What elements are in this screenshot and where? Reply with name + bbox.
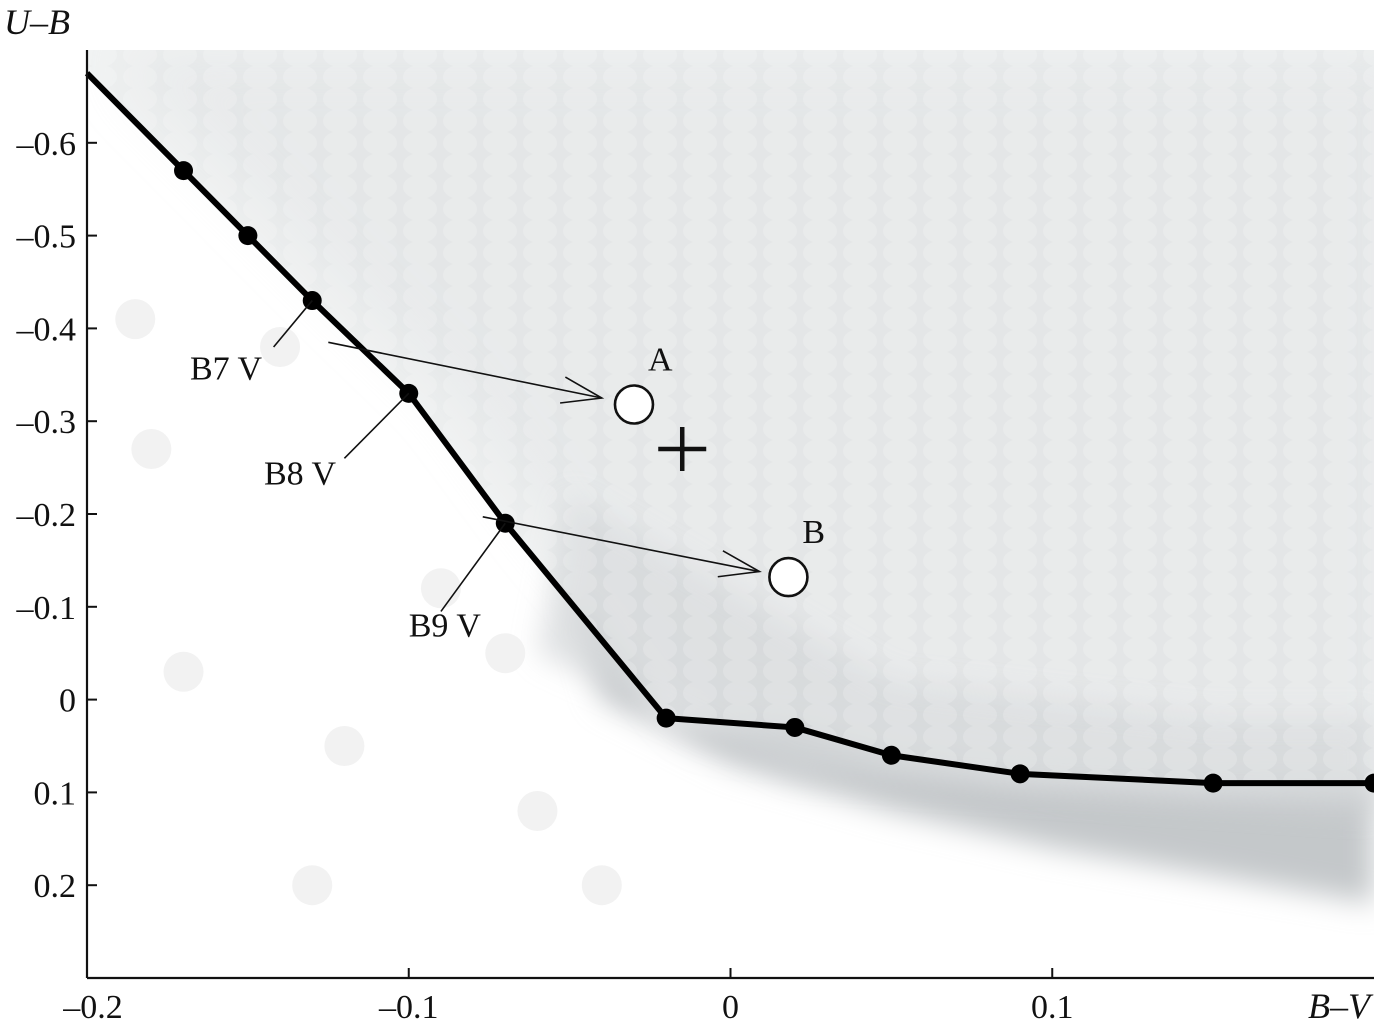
object-label: B — [802, 514, 825, 551]
arrow-head — [717, 550, 762, 578]
y-tick-label: 0.1 — [34, 775, 77, 812]
series-point — [785, 717, 805, 737]
series-point — [1203, 773, 1223, 793]
density-blob — [163, 651, 204, 692]
y-tick-label: 0 — [59, 683, 76, 720]
y-tick-label: –0.5 — [16, 219, 77, 256]
density-blob — [292, 865, 333, 906]
callout-line — [440, 522, 506, 612]
density-blob — [131, 429, 172, 470]
series-point — [1010, 764, 1030, 784]
spectral-type-label: B8 V — [264, 455, 337, 492]
density-blob — [485, 633, 526, 674]
y-tick-label: –0.3 — [16, 404, 77, 441]
object-marker — [768, 556, 809, 598]
density-blob — [517, 790, 558, 831]
object-markers: AB — [613, 341, 825, 598]
y-tick-label: 0.2 — [34, 868, 77, 905]
series-point — [656, 708, 676, 728]
series-point — [495, 513, 515, 533]
series-point — [238, 226, 258, 246]
object-label: A — [648, 341, 673, 378]
annotations: B7 V B8 V B9 V — [190, 300, 762, 644]
density-blob — [581, 865, 622, 906]
series-point — [1364, 773, 1374, 793]
x-tick-label: 0 — [722, 989, 739, 1026]
density-blob — [324, 726, 365, 766]
x-tick-label: –0.1 — [378, 989, 439, 1026]
object-marker — [613, 384, 655, 425]
arrow-line — [482, 515, 760, 573]
spectral-type-label: B9 V — [409, 607, 482, 644]
density-texture — [88, 50, 1374, 978]
density-blob — [420, 568, 461, 609]
density-blob — [115, 299, 156, 340]
density-blob — [260, 326, 301, 367]
x-tick-label: 0.1 — [1031, 989, 1074, 1026]
y-tick-label: –0.1 — [16, 590, 77, 627]
series-point — [881, 745, 901, 765]
series-point — [174, 161, 194, 181]
arrow-line — [328, 341, 602, 399]
y-tick-label: –0.2 — [16, 497, 77, 534]
density-region-dark — [569, 588, 1374, 904]
spectral-type-label: B7 V — [190, 350, 263, 387]
density-background — [88, 50, 1374, 978]
x-axis-title: B–V — [1308, 986, 1374, 1026]
arrow-head — [560, 376, 605, 404]
series-line — [84, 71, 1374, 787]
y-axis-title: U–B — [4, 2, 70, 42]
tick-labels: –0.6 –0.5 –0.4 –0.3 –0.2 –0.1 0 0.1 0.2 –0.2 –0.1 0… — [16, 126, 1074, 1026]
callout-line — [273, 300, 313, 348]
y-tick-label: –0.6 — [16, 126, 77, 163]
y-tick-label: –0.4 — [16, 311, 77, 348]
callout-line — [343, 392, 410, 459]
x-tick-label: –0.2 — [62, 989, 123, 1026]
